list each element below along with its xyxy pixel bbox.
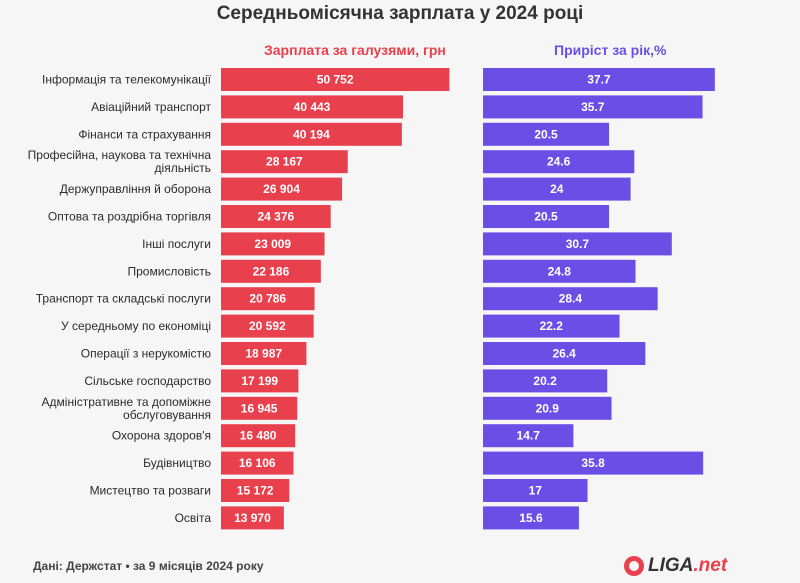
salary-bar	[221, 424, 296, 448]
salary-bar	[221, 314, 314, 338]
salary-value-label: 16 945	[241, 401, 278, 415]
logo-mark-icon	[624, 556, 644, 576]
growth-bar	[483, 259, 636, 283]
growth-bar	[483, 205, 610, 228]
growth-bar	[483, 150, 635, 174]
category-label: Інформація та телекомунікації	[42, 73, 212, 87]
growth-column-header: Приріст за рік,%	[554, 42, 667, 58]
salary-value-label: 20 592	[249, 319, 286, 333]
growth-bar	[483, 396, 612, 420]
category-label: Держуправління й оборона	[60, 182, 212, 196]
logo-tld: .net	[693, 555, 728, 576]
growth-value-label: 30.7	[566, 237, 590, 251]
growth-bar	[483, 95, 703, 119]
category-label: Транспорт та складські послуги	[36, 292, 211, 306]
salary-value-label: 26 904	[263, 182, 300, 196]
growth-bar	[483, 369, 608, 393]
salary-value-label: 24 376	[257, 210, 294, 224]
growth-value-label: 20.2	[533, 374, 557, 388]
salary-bar	[221, 150, 348, 174]
growth-bar	[483, 68, 715, 91]
salary-bar	[221, 506, 284, 530]
salary-value-label: 20 786	[249, 292, 286, 306]
salary-bar	[221, 177, 343, 201]
growth-value-label: 28.4	[559, 292, 583, 306]
salary-bar	[221, 396, 298, 420]
salary-value-label: 15 172	[237, 484, 274, 498]
salary-value-label: 16 480	[240, 429, 277, 443]
category-label: Будівництво	[143, 456, 211, 470]
salary-bar	[221, 342, 307, 365]
salary-value-label: 50 752	[317, 73, 354, 87]
growth-value-label: 20.5	[534, 127, 558, 141]
growth-value-label: 20.5	[534, 210, 558, 224]
salary-value-label: 28 167	[266, 155, 303, 169]
category-label: У середньому по економіці	[61, 319, 211, 333]
growth-bar	[483, 506, 579, 530]
growth-bar	[483, 232, 672, 256]
salary-bar	[221, 122, 402, 146]
growth-value-label: 20.9	[536, 401, 560, 415]
growth-bar	[483, 314, 620, 338]
growth-bar	[483, 342, 646, 365]
salary-bar	[221, 451, 294, 475]
growth-value-label: 35.7	[581, 100, 605, 114]
salary-bar	[221, 95, 403, 119]
growth-value-label: 22.2	[540, 319, 564, 333]
growth-value-label: 37.7	[587, 73, 611, 87]
growth-value-label: 17	[529, 484, 543, 498]
growth-value-label: 24	[550, 182, 564, 196]
logo-brand: LIGA	[648, 555, 694, 576]
category-label: Інші послуги	[142, 237, 211, 251]
category-label: Мистецтво та розваги	[90, 484, 211, 498]
salary-value-label: 13 970	[234, 511, 271, 525]
salary-bar	[221, 259, 321, 283]
growth-bar	[483, 479, 588, 502]
growth-value-label: 26.4	[553, 347, 577, 361]
salary-value-label: 16 106	[239, 456, 276, 470]
growth-value-label: 24.8	[548, 264, 572, 278]
salary-bar	[221, 205, 331, 228]
category-label: Авіаційний транспорт	[91, 100, 211, 114]
salary-value-label: 18 987	[245, 347, 282, 361]
salary-value-label: 40 194	[293, 127, 330, 141]
category-label: Фінанси та страхування	[78, 127, 211, 141]
growth-value-label: 24.6	[547, 155, 571, 169]
chart-title: Середньомісячна зарплата у 2024 році	[216, 3, 584, 24]
category-label: Операції з нерукомістю	[81, 347, 211, 361]
salary-value-label: 40 443	[294, 100, 331, 114]
salary-bar	[221, 287, 315, 311]
category-label: Промисловість	[127, 264, 211, 278]
growth-bar	[483, 424, 574, 448]
category-label: Адміністративне та допоміжне обслуговуван…	[42, 395, 212, 422]
salary-bar	[221, 232, 325, 256]
growth-value-label: 14.7	[517, 429, 541, 443]
growth-bar	[483, 451, 704, 475]
liga-logo: LIGA .net	[624, 555, 727, 577]
growth-value-label: 15.6	[519, 511, 543, 525]
category-label: Освіта	[175, 511, 212, 525]
salary-column-header: Зарплата за галузями, грн	[264, 42, 446, 58]
growth-bar	[483, 287, 658, 311]
growth-value-label: 35.8	[581, 456, 605, 470]
salary-value-label: 17 199	[241, 374, 278, 388]
salary-bar	[221, 369, 299, 393]
category-label: Сільське господарство	[84, 374, 211, 388]
category-label: Професійна, наукова та технічна діяльніст…	[28, 148, 212, 175]
salary-bar	[221, 68, 450, 91]
source-note: Дані: Держстат • за 9 місяців 2024 року	[33, 559, 264, 573]
salary-value-label: 23 009	[254, 237, 291, 251]
growth-bar	[483, 122, 610, 146]
salary-value-label: 22 186	[253, 264, 290, 278]
growth-bar	[483, 177, 631, 201]
category-label: Охорона здоров'я	[112, 429, 211, 443]
salary-bar	[221, 479, 290, 502]
category-label: Оптова та роздрібна торгівля	[48, 210, 211, 224]
